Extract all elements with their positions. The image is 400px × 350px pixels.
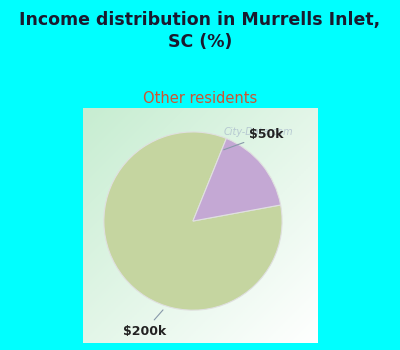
Text: City-Data.com: City-Data.com — [224, 127, 294, 137]
Text: $200k: $200k — [123, 310, 166, 338]
Text: $50k: $50k — [224, 128, 284, 150]
Text: Income distribution in Murrells Inlet,
SC (%): Income distribution in Murrells Inlet, S… — [20, 11, 380, 51]
Text: Other residents: Other residents — [143, 91, 257, 106]
Wedge shape — [104, 132, 282, 310]
Wedge shape — [193, 139, 281, 221]
